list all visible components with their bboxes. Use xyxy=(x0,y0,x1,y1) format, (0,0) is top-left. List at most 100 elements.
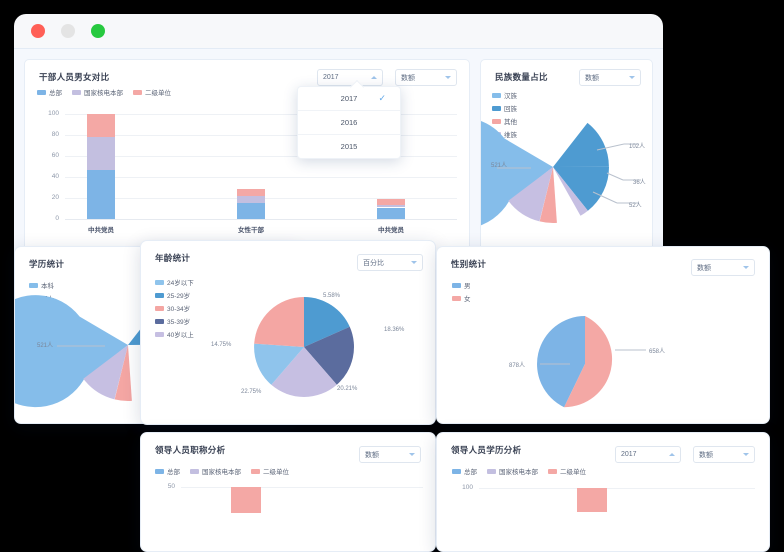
year-dropdown-menu[interactable]: 2017 ✓ 2016 2015 xyxy=(297,79,401,159)
legend-label: 35-39岁 xyxy=(167,319,191,326)
bar-segment xyxy=(231,487,261,513)
chevron-up-icon xyxy=(371,76,377,79)
legend-item: 二级单位 xyxy=(251,466,289,476)
legend-label: 汉族 xyxy=(504,93,517,100)
metric-select-value: 数额 xyxy=(365,451,379,459)
legend-swatch xyxy=(155,292,164,298)
legend-item: 其他 xyxy=(492,116,517,126)
dropdown-option-2015[interactable]: 2015 xyxy=(298,135,400,158)
bar-segment xyxy=(87,114,115,137)
pie-value-label: 22.75% xyxy=(241,389,262,395)
metric-select-value: 百分比 xyxy=(363,259,384,267)
legend-label: 40岁以上 xyxy=(167,332,194,339)
legend-label: 30-34岁 xyxy=(167,306,191,313)
legend-item: 二级单位 xyxy=(548,466,586,476)
legend-label: 本科 xyxy=(41,283,54,290)
maximize-icon[interactable] xyxy=(91,24,105,38)
chevron-down-icon xyxy=(409,453,415,456)
legend-swatch xyxy=(72,89,81,95)
chevron-down-icon xyxy=(743,266,749,269)
bar-segment xyxy=(577,488,607,512)
legend-item: 二级单位 xyxy=(133,87,171,97)
bar-segment xyxy=(87,169,115,219)
bar-chart-gender: 100 80 60 40 20 0 中共党员 女性干部 xyxy=(25,104,469,255)
x-category: 中共党员 xyxy=(378,227,404,234)
legend-item: 30-34岁 xyxy=(155,303,190,313)
panel-title: 年龄统计 xyxy=(155,253,191,263)
panel-gender-compare: 干部人员男女对比 2017 数额 总部 国家核电本部 二级单位 xyxy=(24,59,470,256)
y-tick: 50 xyxy=(167,483,175,490)
panel-title: 干部人员男女对比 xyxy=(39,72,110,82)
pie-value-label: 521人 xyxy=(491,163,508,169)
legend-label: 二级单位 xyxy=(145,90,171,97)
legend-item: 国家核电本部 xyxy=(72,87,123,97)
chevron-down-icon xyxy=(445,76,451,79)
legend-item: 男 xyxy=(452,280,471,290)
legend-swatch xyxy=(37,89,46,95)
panel-title: 学历统计 xyxy=(29,259,65,269)
legend-swatch xyxy=(29,282,38,288)
legend-label: 国家核电本部 xyxy=(499,469,538,476)
legend-label: 总部 xyxy=(49,90,62,97)
metric-select-gender[interactable]: 数额 xyxy=(395,69,457,86)
chevron-up-icon xyxy=(669,453,675,456)
year-select-leader-education[interactable]: 2017 xyxy=(615,446,681,463)
legend-item: 总部 xyxy=(37,87,62,97)
minimize-icon[interactable] xyxy=(61,24,75,38)
legend-label: 二级单位 xyxy=(560,469,586,476)
legend-sex: 男 女 xyxy=(452,280,471,303)
metric-select-age[interactable]: 百分比 xyxy=(357,254,423,271)
legend-swatch xyxy=(155,305,164,311)
pie-chart-age xyxy=(254,297,354,397)
legend-label: 国家核电本部 xyxy=(84,90,123,97)
app-window: 干部人员男女对比 2017 数额 总部 国家核电本部 二级单位 xyxy=(14,14,663,266)
y-tick: 20 xyxy=(51,194,59,201)
legend-swatch xyxy=(155,318,164,324)
pie-value-label: 5.58% xyxy=(323,293,341,299)
pie-value-label: 36人 xyxy=(633,180,646,186)
legend-item: 国家核电本部 xyxy=(190,466,241,476)
dropdown-option-2017[interactable]: 2017 ✓ xyxy=(298,87,400,111)
bar-segment xyxy=(377,199,405,206)
year-select-gender[interactable]: 2017 xyxy=(317,69,383,86)
close-icon[interactable] xyxy=(31,24,45,38)
legend-swatch xyxy=(155,279,164,285)
legend-item: 女 xyxy=(452,293,471,303)
x-category: 中共党员 xyxy=(88,227,114,234)
dropdown-option-2016[interactable]: 2016 xyxy=(298,111,400,135)
legend-label: 国家核电本部 xyxy=(202,469,241,476)
panel-leader-title: 领导人员职称分析 数额 总部 国家核电本部 二级单位 50 xyxy=(140,432,436,552)
pie-value-label: 658人 xyxy=(649,349,666,355)
chevron-down-icon xyxy=(743,453,749,456)
metric-select-leader-title[interactable]: 数额 xyxy=(359,446,421,463)
legend-age: 24岁以下 25-29岁 30-34岁 35-39岁 40岁以上 xyxy=(155,277,194,339)
legend-label: 其他 xyxy=(504,119,517,126)
dropdown-option-label: 2015 xyxy=(340,142,358,151)
metric-select-leader-education[interactable]: 数额 xyxy=(693,446,755,463)
panel-title: 领导人员职称分析 xyxy=(155,445,226,455)
pie-chart-sex xyxy=(537,316,613,408)
window-titlebar xyxy=(14,14,663,48)
y-tick: 100 xyxy=(462,484,473,491)
bar-segment xyxy=(237,196,265,204)
legend-swatch xyxy=(190,468,199,474)
legend-swatch xyxy=(155,331,164,337)
y-tick: 40 xyxy=(51,173,59,180)
bar-segment xyxy=(237,203,265,219)
metric-select-value: 数额 xyxy=(699,451,713,459)
chevron-down-icon xyxy=(411,261,417,264)
dropdown-option-label: 2016 xyxy=(340,118,358,127)
legend-label: 女 xyxy=(464,296,471,303)
pie-value-label: 521人 xyxy=(37,343,54,349)
metric-select-sex[interactable]: 数额 xyxy=(691,259,755,276)
pie-value-label: 18.36% xyxy=(384,327,405,333)
panel-title: 领导人员学历分析 xyxy=(451,445,522,455)
legend-swatch xyxy=(452,468,461,474)
legend-label: 总部 xyxy=(167,469,180,476)
panel-age: 年龄统计 百分比 24岁以下 25-29岁 30-34岁 35-39岁 40岁以… xyxy=(140,240,436,425)
legend-label: 男 xyxy=(464,283,471,290)
chevron-down-icon xyxy=(629,76,635,79)
legend-item: 25-29岁 xyxy=(155,290,190,300)
legend-swatch xyxy=(492,105,501,111)
metric-select-ethnicity[interactable]: 数额 xyxy=(579,69,641,86)
